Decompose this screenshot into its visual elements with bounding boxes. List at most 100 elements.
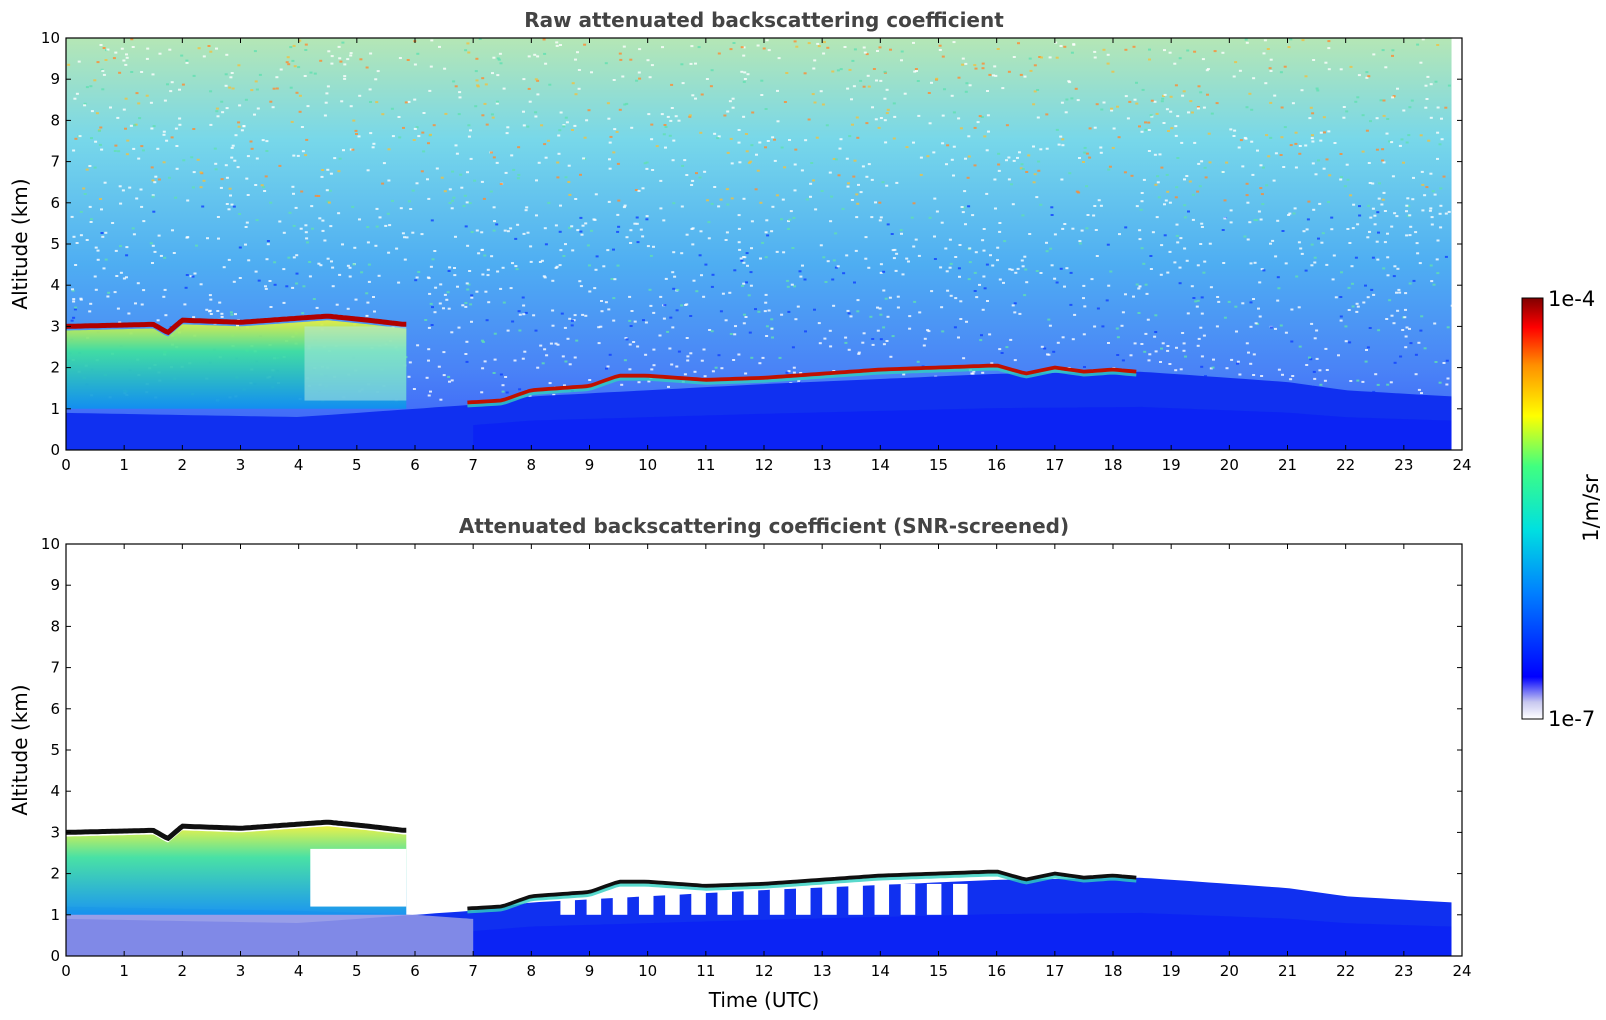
colorbar-max-label: 1e-4 (1548, 287, 1595, 311)
y-tick-label: 6 (50, 700, 60, 718)
y-tick-label: 5 (50, 235, 60, 253)
x-tick-label: 0 (61, 962, 71, 980)
x-tick-label: 20 (1220, 962, 1239, 980)
colorbar-gradient (1521, 297, 1544, 720)
y-tick-label: 3 (50, 823, 60, 841)
raw-backscatter-panel: Raw attenuated backscattering coefficien… (8, 8, 1472, 474)
x-tick-label: 3 (236, 456, 246, 474)
x-tick-label: 18 (1103, 456, 1122, 474)
x-tick-label: 4 (294, 962, 304, 980)
x-tick-label: 10 (638, 456, 657, 474)
layer-top-line (467, 869, 1137, 911)
x-tick-label: 2 (178, 962, 188, 980)
x-tick-label: 17 (1045, 962, 1064, 980)
layer-top-line (467, 363, 1137, 405)
y-tick-label: 0 (50, 947, 60, 965)
x-tick-label: 3 (236, 962, 246, 980)
y-tick-label: 3 (50, 317, 60, 335)
x-tick-label: 5 (352, 456, 362, 474)
screened-gap (717, 883, 733, 915)
x-tick-label: 19 (1162, 456, 1181, 474)
layer-edge (467, 367, 1137, 408)
near-surface-layer (66, 906, 474, 956)
y-tick-label: 7 (50, 153, 60, 171)
x-tick-label: 13 (813, 962, 832, 980)
y-tick-label: 1 (50, 400, 60, 418)
boundary-layer-core (473, 912, 1452, 956)
x-tick-label: 16 (987, 456, 1006, 474)
screened-gap (638, 883, 654, 915)
y-tick-label: 7 (50, 659, 60, 677)
x-tick-label: 13 (813, 456, 832, 474)
y-tick-label: 10 (41, 29, 60, 47)
x-tick-label: 19 (1162, 962, 1181, 980)
x-tick-label: 17 (1045, 456, 1064, 474)
layer-edge (467, 873, 1137, 914)
y-tick-label: 1 (50, 906, 60, 924)
x-tick-label: 1 (119, 456, 129, 474)
screened-gap (560, 883, 575, 915)
screened-gap (953, 883, 968, 915)
screened-gap (926, 883, 942, 915)
y-tick-label: 9 (50, 576, 60, 594)
x-tick-label: 10 (638, 962, 657, 980)
raw-heatmap (66, 38, 1462, 450)
x-tick-label: 23 (1394, 456, 1413, 474)
colorbar: 1e-4 1e-7 1/m/sr (1521, 287, 1603, 731)
x-tick-label: 24 (1452, 456, 1471, 474)
x-tick-label: 21 (1278, 962, 1297, 980)
screened-heatmap (66, 544, 1462, 956)
x-tick-label: 9 (585, 456, 595, 474)
x-tick-label: 1 (119, 962, 129, 980)
boundary-layer-core (473, 406, 1452, 450)
x-tick-label: 8 (527, 456, 537, 474)
y-tick-label: 2 (50, 865, 60, 883)
x-tick-label: 15 (929, 962, 948, 980)
x-tick-label: 6 (410, 456, 420, 474)
x-tick-label: 20 (1220, 456, 1239, 474)
x-tick-label: 22 (1336, 962, 1355, 980)
cloud-top-line (66, 313, 407, 336)
x-axis-label: Time (UTC) (708, 988, 820, 1012)
x-tick-label: 24 (1452, 962, 1471, 980)
screened-gap (612, 883, 628, 915)
screened-gap (691, 883, 706, 915)
y-tick-label: 2 (50, 359, 60, 377)
x-tick-label: 6 (410, 962, 420, 980)
screened-backscatter-panel: Attenuated backscattering coefficient (S… (8, 514, 1472, 1012)
x-tick-label: 7 (468, 456, 478, 474)
screened-panel-title: Attenuated backscattering coefficient (S… (459, 514, 1069, 538)
cloud-thin-part (304, 326, 407, 401)
x-tick-label: 15 (929, 456, 948, 474)
y-tick-label: 6 (50, 194, 60, 212)
y-tick-label: 8 (50, 111, 60, 129)
x-tick-label: 11 (696, 456, 715, 474)
screened-gap (874, 883, 890, 915)
y-tick-label: 4 (50, 782, 60, 800)
screened-gap (769, 883, 785, 915)
raw-y-ticks: 0 1 2 3 4 5 6 7 8 9 10 (41, 29, 1462, 459)
x-tick-label: 14 (871, 456, 890, 474)
cloud-top-line (66, 819, 407, 842)
x-tick-label: 7 (468, 962, 478, 980)
x-tick-label: 4 (294, 456, 304, 474)
x-tick-label: 21 (1278, 456, 1297, 474)
x-tick-label: 23 (1394, 962, 1413, 980)
screened-y-ticks: 0 1 2 3 4 5 6 7 8 9 10 (41, 535, 1462, 965)
screened-x-ticks: 0 1 2 3 4 5 6 7 8 9 10 11 12 13 14 15 16 17 18 19 20 21 22 23 24 (61, 544, 1472, 980)
screened-gap (665, 883, 680, 915)
x-tick-label: 12 (754, 962, 773, 980)
y-tick-label: 9 (50, 70, 60, 88)
raw-x-ticks: 0 1 2 3 4 5 6 7 8 9 10 11 12 13 14 15 16 17 18 19 20 21 22 23 24 (61, 38, 1472, 474)
x-tick-label: 8 (527, 962, 537, 980)
screened-y-axis-label: Altitude (km) (8, 684, 32, 815)
x-tick-label: 18 (1103, 962, 1122, 980)
x-tick-label: 9 (585, 962, 595, 980)
x-tick-label: 12 (754, 456, 773, 474)
colorbar-unit-label: 1/m/sr (1579, 474, 1603, 542)
screened-gap (310, 848, 407, 907)
raw-panel-title: Raw attenuated backscattering coefficien… (524, 8, 1004, 32)
x-tick-label: 16 (987, 962, 1006, 980)
x-tick-label: 11 (696, 962, 715, 980)
